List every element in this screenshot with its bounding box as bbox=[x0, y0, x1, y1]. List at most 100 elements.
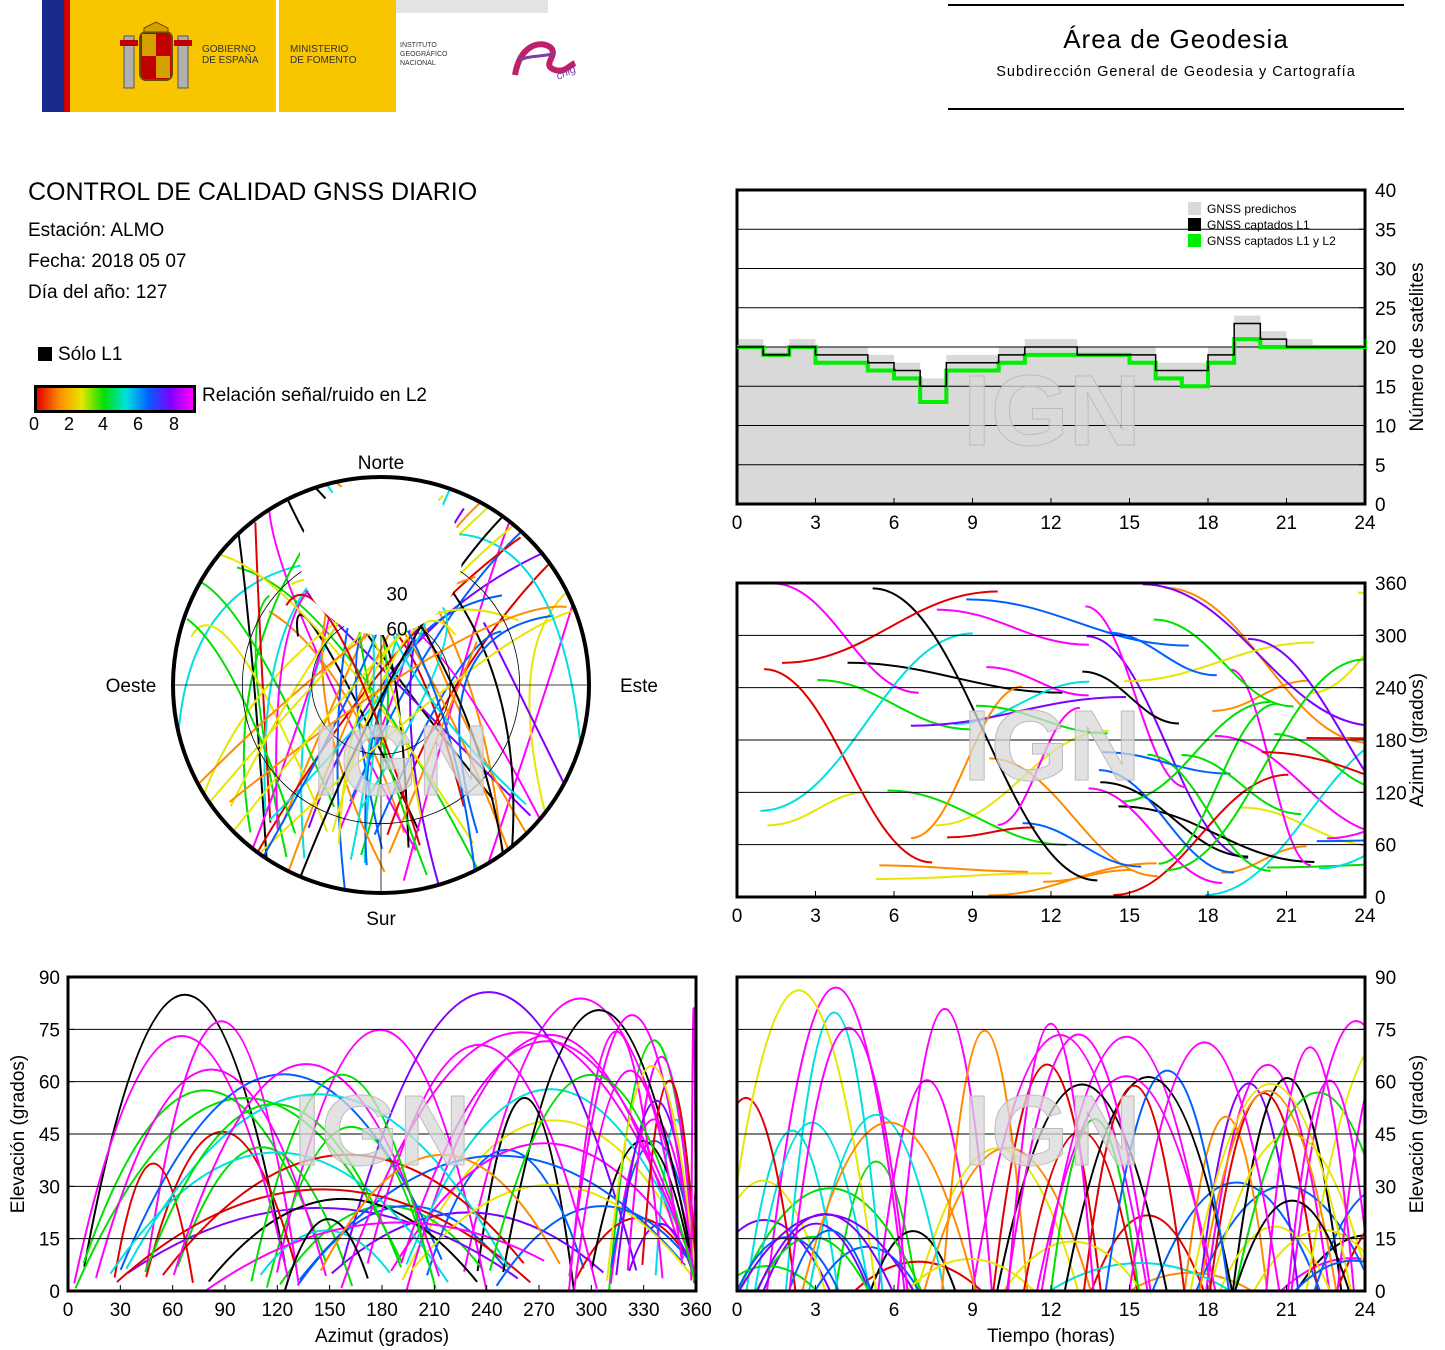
elevation_azimuth-ytick-75: 75 bbox=[39, 1020, 60, 1041]
azimuth-track bbox=[1319, 854, 1365, 870]
azimuth_time-ytick-180: 180 bbox=[1375, 731, 1407, 752]
azimuth-track bbox=[1306, 737, 1365, 740]
elevtime-track bbox=[737, 1264, 818, 1291]
azimuth-track bbox=[1316, 839, 1365, 843]
elevtime-track bbox=[916, 1147, 1080, 1291]
ign-top-bar bbox=[396, 0, 548, 13]
azimuth-track bbox=[1261, 751, 1365, 776]
elevation_time-xtick-9: 9 bbox=[967, 1300, 978, 1321]
elevaz-track bbox=[573, 1069, 684, 1291]
azimuth-track bbox=[947, 826, 1035, 839]
azimuth-track bbox=[1266, 863, 1365, 869]
skyplot-horizon bbox=[171, 475, 591, 895]
elevtime-track bbox=[801, 1121, 977, 1291]
elevation_azimuth-xtick-180: 180 bbox=[366, 1300, 398, 1321]
elevation_azimuth-xtick-300: 300 bbox=[575, 1300, 607, 1321]
report-info: CONTROL DE CALIDAD GNSS DIARIO Estación:… bbox=[28, 178, 477, 308]
instituto-line1: INSTITUTO bbox=[400, 42, 437, 49]
azimuth-track bbox=[1100, 781, 1249, 858]
azimuth-track bbox=[1098, 769, 1235, 874]
skyplot-track bbox=[237, 536, 522, 887]
satellites-ytick-0: 0 bbox=[1375, 495, 1386, 516]
elevaz-watermark: IGN bbox=[293, 1075, 471, 1187]
azimuth-track bbox=[935, 729, 1109, 827]
azimuth_time-ytick-240: 240 bbox=[1375, 679, 1407, 700]
elevtime-track bbox=[762, 1222, 870, 1291]
elevtime-track bbox=[766, 986, 906, 1291]
elevation_azimuth-ytick-45: 45 bbox=[39, 1125, 60, 1146]
satellites-series-1 bbox=[737, 322, 1366, 387]
azimuth-track bbox=[966, 598, 1189, 647]
elevation_time-xtick-6: 6 bbox=[889, 1300, 900, 1321]
azimuth_time-ylabel: Azimut (grados) bbox=[1407, 673, 1428, 807]
azimuth-track bbox=[1158, 702, 1278, 865]
satellites-legend-label-2: GNSS captados L1 y L2 bbox=[1207, 234, 1336, 248]
elevaz-track bbox=[410, 1183, 696, 1282]
elevation_time-ytick-45: 45 bbox=[1375, 1125, 1396, 1146]
snr-tick-0: 0 bbox=[29, 414, 40, 434]
elevtime-track bbox=[737, 1179, 827, 1291]
station-label: Estación: ALMO bbox=[28, 220, 165, 241]
elevtime-track bbox=[755, 1236, 870, 1291]
elevtime-watermark: IGN bbox=[963, 1075, 1141, 1187]
skyplot-track bbox=[528, 578, 584, 832]
elevtime-track bbox=[1002, 1240, 1143, 1291]
elevaz-track bbox=[176, 1146, 354, 1287]
skyplot-north-gap bbox=[299, 476, 463, 636]
azimuth-track bbox=[989, 757, 1158, 878]
elevation_azimuth-xtick-360: 360 bbox=[680, 1300, 712, 1321]
elevtime-track bbox=[1005, 1033, 1152, 1291]
area-geodesia-box: Área de Geodesia Subdirección General de… bbox=[948, 0, 1404, 112]
azimuth-track bbox=[817, 678, 972, 731]
elevtime-track bbox=[1336, 1092, 1365, 1291]
elevtime-track bbox=[1335, 1230, 1365, 1291]
azimuth-track bbox=[1164, 586, 1365, 744]
elevtime-track bbox=[737, 989, 877, 1291]
azimuth_time-xtick-21: 21 bbox=[1276, 906, 1297, 927]
skyplot-track bbox=[483, 622, 589, 833]
elevaz-track bbox=[405, 1088, 696, 1270]
elevaz-track bbox=[284, 1218, 369, 1291]
azimuth-track bbox=[1181, 753, 1302, 815]
elevtime-track bbox=[1198, 1090, 1338, 1291]
elevtime-track bbox=[1208, 1092, 1319, 1291]
azimuth-track bbox=[1082, 670, 1179, 725]
elevtime-track bbox=[1151, 1181, 1321, 1291]
elevation_time-ytick-0: 0 bbox=[1375, 1282, 1386, 1303]
elevtime-track bbox=[788, 1026, 909, 1291]
azimuth-track bbox=[1113, 773, 1289, 897]
satellites-xtick-9: 9 bbox=[967, 513, 978, 534]
skyplot-track bbox=[360, 606, 449, 809]
ministerio-line1: MINISTERIO bbox=[290, 44, 349, 55]
snr-colorbar bbox=[34, 385, 196, 413]
area-title: Área de Geodesia bbox=[1063, 24, 1289, 54]
elevtime-track bbox=[1189, 1083, 1352, 1291]
elevtime-track bbox=[753, 1121, 871, 1291]
skyplot-ring-label-30: 30 bbox=[386, 584, 407, 605]
skyplot-track bbox=[542, 477, 589, 856]
elevation_azimuth-ytick-0: 0 bbox=[49, 1282, 60, 1303]
azimuth-track bbox=[773, 583, 919, 694]
satellites-ytick-40: 40 bbox=[1375, 181, 1396, 202]
skyplot-west-label: Oeste bbox=[106, 676, 157, 697]
elevaz-track bbox=[476, 1096, 575, 1291]
elevtime-track bbox=[1287, 1079, 1365, 1291]
cnig-swirl-icon bbox=[512, 41, 577, 76]
ministerio-logo: MINISTERIO DE FOMENTO bbox=[279, 0, 396, 112]
elevation_azimuth-xtick-30: 30 bbox=[110, 1300, 131, 1321]
satellites-legend-swatch-2 bbox=[1188, 234, 1201, 247]
elevaz-track bbox=[113, 1162, 194, 1284]
azimuth_time-xtick-12: 12 bbox=[1040, 906, 1061, 927]
elevation_time-xtick-24: 24 bbox=[1354, 1300, 1376, 1321]
azimuth-track bbox=[1121, 700, 1271, 803]
azimuth-track bbox=[997, 706, 1080, 826]
satellites-ylabel: Número de satélites bbox=[1407, 263, 1428, 432]
skyplot-track bbox=[555, 479, 589, 846]
elevtime-track bbox=[1234, 1199, 1351, 1291]
elevtime-track bbox=[1063, 1076, 1233, 1291]
elevaz-track bbox=[145, 1020, 300, 1286]
satellites-xtick-21: 21 bbox=[1276, 513, 1297, 534]
satellites-chart: 0 5 10 15 20 25 30 35 40 0 3 6 9 12 15 18 21 24 Número de … bbox=[732, 181, 1428, 534]
elevation_time-ylabel: Elevación (grados) bbox=[1407, 1055, 1428, 1213]
elevtime-track bbox=[1205, 1063, 1331, 1291]
